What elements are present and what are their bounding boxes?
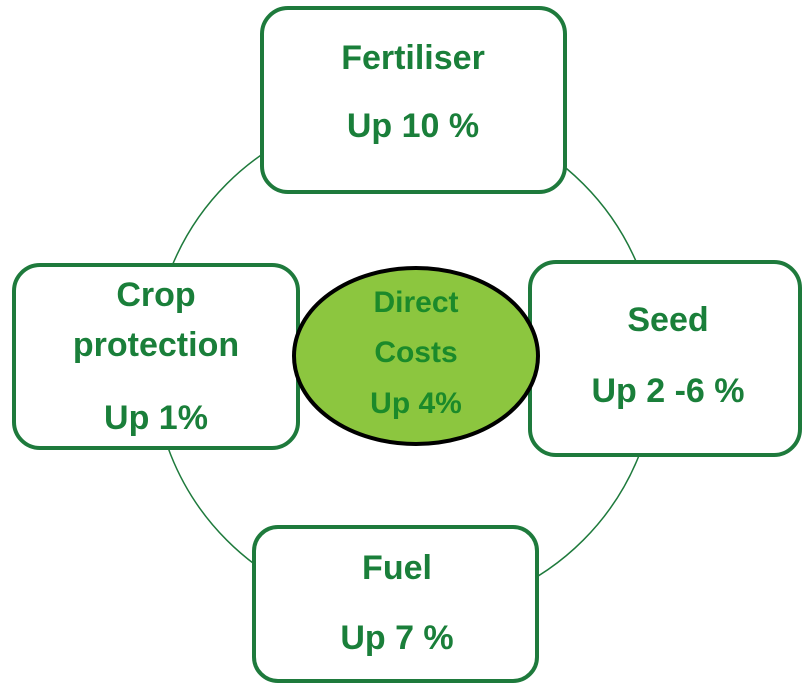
node-label: protection: [73, 326, 239, 364]
node-label: Crop: [116, 276, 195, 314]
node-box: [528, 260, 802, 457]
node-box: [260, 6, 567, 194]
node-label: Fuel: [362, 549, 432, 587]
center-node: Direct Costs Up 4%: [292, 266, 540, 446]
node-label: Up 7 %: [340, 619, 453, 657]
node-label: Fertiliser: [341, 39, 485, 77]
node-seed: Seed Up 2 -6 %: [528, 260, 802, 457]
center-label: Direct: [373, 286, 458, 319]
center-ellipse: [292, 266, 540, 446]
node-fertiliser: Fertiliser Up 10 %: [260, 6, 567, 194]
node-label: Up 1%: [104, 399, 208, 437]
node-label: Up 10 %: [347, 107, 479, 145]
node-crop-protection: Crop protection Up 1%: [12, 263, 300, 450]
center-label: Costs: [374, 336, 457, 369]
node-fuel: Fuel Up 7 %: [252, 525, 539, 683]
center-label: Up 4%: [370, 387, 462, 420]
node-label: Up 2 -6 %: [591, 372, 744, 410]
node-box: [252, 525, 539, 683]
node-label: Seed: [627, 301, 708, 339]
